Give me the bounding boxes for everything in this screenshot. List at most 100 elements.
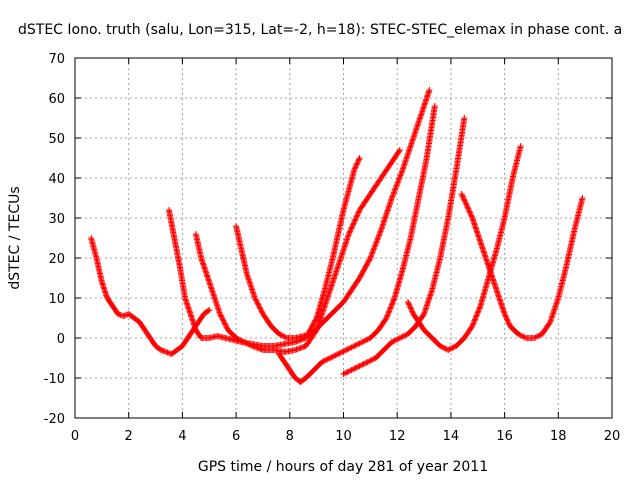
data-point (382, 316, 389, 323)
data-point (473, 312, 480, 319)
data-point (505, 320, 512, 327)
data-point (333, 351, 340, 358)
data-point (517, 332, 524, 339)
data-point (388, 303, 395, 309)
data-point (461, 115, 468, 121)
data-point (468, 213, 475, 220)
data-point (383, 315, 390, 321)
data-point (359, 339, 366, 345)
data-point (218, 313, 225, 320)
data-point (450, 344, 457, 351)
data-point (462, 200, 469, 207)
data-point (332, 352, 339, 359)
data-point (467, 211, 474, 217)
data-point (220, 317, 227, 324)
series-5 (276, 103, 438, 385)
data-point (579, 195, 586, 201)
data-point (217, 312, 224, 319)
data-point (447, 345, 454, 352)
data-point (354, 159, 361, 165)
data-point (462, 199, 469, 205)
chart-title: dSTEC Iono. truth (salu, Lon=315, Lat=-2… (18, 22, 622, 38)
data-point (446, 346, 453, 353)
data-point (395, 178, 402, 185)
data-point (359, 361, 366, 368)
data-point (347, 367, 354, 374)
data-point (277, 331, 284, 338)
data-point (371, 245, 378, 252)
y-tick-label: 0 (57, 332, 65, 347)
data-point (347, 228, 354, 235)
data-point (256, 304, 263, 311)
data-point (363, 337, 370, 343)
y-tick-label: 70 (48, 52, 65, 67)
data-point (408, 307, 415, 313)
data-point (254, 300, 261, 307)
data-point (352, 365, 359, 371)
data-point (388, 195, 395, 201)
data-point (390, 297, 397, 304)
data-point (246, 341, 253, 348)
x-tick-label: 18 (550, 429, 567, 444)
data-point (459, 192, 466, 199)
data-point (377, 228, 384, 235)
data-point (402, 332, 409, 339)
data-point (340, 371, 347, 377)
data-point (353, 161, 360, 168)
data-point (373, 238, 380, 245)
x-axis-title: GPS time / hours of day 281 of year 2011 (198, 459, 488, 475)
x-tick-label: 10 (335, 429, 352, 444)
y-tick-label: 20 (48, 252, 65, 267)
data-point (375, 234, 382, 240)
x-tick-label: 0 (71, 429, 79, 444)
data-point (405, 300, 412, 307)
data-point (253, 299, 260, 305)
data-point (520, 333, 527, 340)
data-point (394, 179, 401, 186)
x-tick-label: 8 (286, 429, 294, 444)
data-point (325, 355, 332, 362)
data-point (328, 354, 335, 361)
data-point (438, 343, 445, 350)
data-point (437, 343, 444, 349)
data-point (242, 339, 249, 346)
data-point (355, 157, 362, 164)
data-point (259, 309, 266, 316)
data-point (389, 193, 396, 200)
data-point (407, 305, 414, 312)
data-point (374, 236, 381, 243)
data-point (343, 369, 350, 376)
data-point (389, 300, 396, 307)
data-point (355, 209, 362, 216)
data-point (475, 308, 482, 315)
y-tick-label: 10 (48, 292, 65, 307)
data-marks (88, 87, 586, 385)
data-point (364, 359, 371, 365)
ticks: 0 2 4 6 8 10 12 14 16 18 20 -20 -10 0 10 20 30 40 50 60 70 (44, 52, 621, 444)
data-point (458, 191, 465, 197)
data-point (219, 315, 226, 321)
data-point (348, 224, 355, 231)
data-point (461, 196, 468, 203)
data-point (504, 317, 511, 324)
data-point (356, 156, 363, 163)
data-point (340, 348, 347, 355)
data-point (344, 346, 351, 353)
data-point (406, 301, 413, 308)
data-point (501, 311, 508, 317)
data-point (356, 208, 363, 215)
data-point (345, 231, 352, 237)
data-point (239, 338, 246, 345)
x-tick-label: 2 (125, 429, 133, 444)
data-point (472, 316, 479, 323)
data-point (367, 253, 374, 260)
data-point (472, 315, 479, 321)
data-point (465, 207, 472, 213)
data-point (396, 148, 403, 155)
data-point (360, 338, 367, 345)
data-point (321, 357, 328, 364)
data-point (366, 256, 373, 263)
x-tick-label: 6 (232, 429, 240, 444)
data-point (468, 324, 475, 331)
data-point (347, 227, 354, 233)
